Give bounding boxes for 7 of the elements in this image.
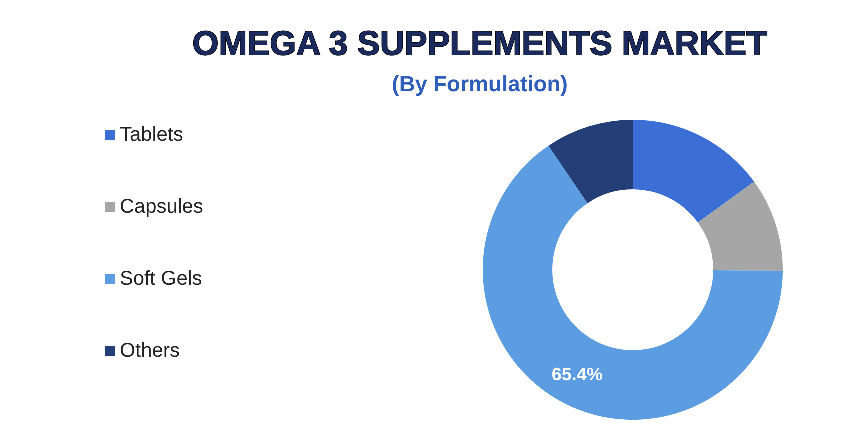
legend-label: Others	[120, 340, 180, 362]
chart-title: OMEGA 3 SUPPLEMENTS MARKET	[192, 25, 768, 63]
legend-label: Tablets	[120, 124, 184, 146]
chart-subtitle: (By Formulation)	[392, 72, 568, 96]
data-label: 65.4%	[552, 364, 603, 384]
legend-label: Soft Gels	[120, 268, 202, 290]
legend-label: Capsules	[120, 196, 204, 218]
